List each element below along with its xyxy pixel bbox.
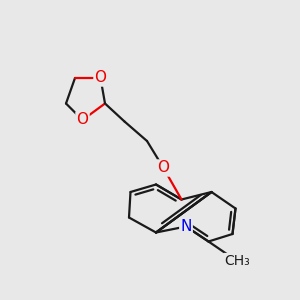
Text: O: O (158, 160, 169, 175)
Text: O: O (76, 112, 88, 128)
Text: N: N (180, 219, 192, 234)
Text: CH₃: CH₃ (224, 254, 250, 268)
Text: O: O (94, 70, 106, 86)
